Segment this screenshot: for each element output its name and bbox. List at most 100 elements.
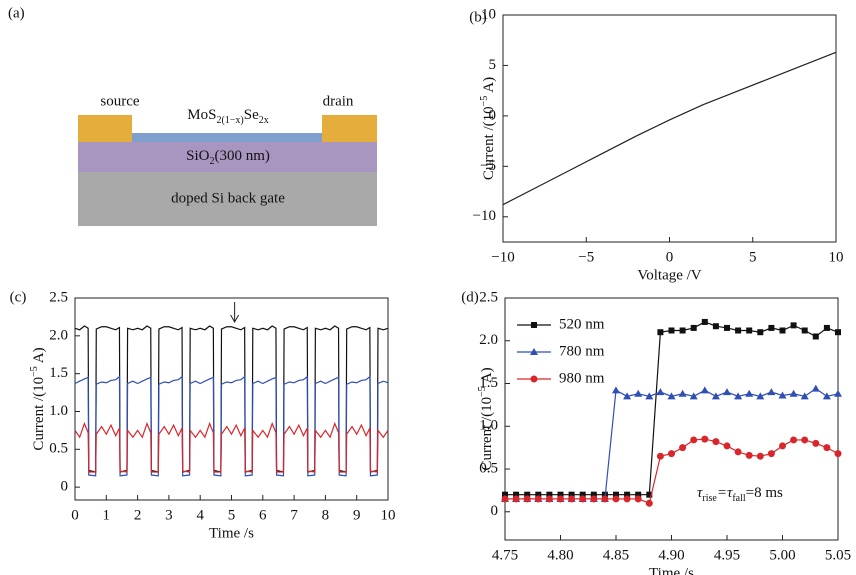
marker — [579, 491, 586, 498]
x-tick-label: 4.80 — [547, 547, 573, 563]
series-line — [505, 321, 839, 496]
gate-label: doped Si back gate — [171, 190, 285, 206]
marker — [530, 348, 538, 355]
marker — [701, 435, 709, 443]
marker — [530, 375, 538, 383]
x-tick-label: 0 — [71, 507, 79, 523]
marker — [668, 327, 675, 334]
x-tick-label: −5 — [578, 249, 594, 265]
script-text: fall — [732, 493, 746, 504]
y-tick-label: 0.5 — [479, 460, 498, 476]
marker — [513, 491, 520, 498]
x-tick-label: 5 — [749, 249, 757, 265]
script-text: −5 — [479, 96, 490, 107]
channel-layer — [132, 133, 322, 142]
marker — [700, 386, 709, 394]
x-tick-label: 10 — [829, 249, 844, 265]
y-tick-label: 1.5 — [49, 365, 68, 381]
y-tick-label: 0 — [489, 107, 497, 123]
dielectric-label: SiO2(300 nm) — [186, 148, 270, 167]
marker — [534, 495, 542, 503]
marker — [779, 327, 786, 334]
marker — [723, 388, 731, 396]
script-text: 2(1−x) — [216, 115, 243, 126]
text-part: A) — [479, 367, 495, 386]
marker — [612, 495, 620, 503]
marker — [635, 491, 642, 498]
marker — [690, 436, 698, 444]
marker — [546, 491, 553, 498]
x-tick-label: 7 — [290, 507, 298, 523]
marker — [645, 392, 654, 400]
script-text: −5 — [477, 386, 488, 397]
marker — [823, 324, 830, 331]
series-line — [505, 387, 839, 500]
marker — [678, 389, 687, 397]
marker — [634, 495, 642, 503]
plot-frame — [504, 297, 839, 541]
marker — [531, 322, 537, 328]
x-tick-label: 0 — [666, 249, 674, 265]
panel-label: (c) — [10, 289, 27, 305]
marker — [623, 495, 631, 503]
marker — [745, 451, 753, 459]
script-text: rise — [702, 493, 717, 504]
marker — [557, 495, 564, 503]
marker — [512, 495, 520, 503]
marker — [568, 495, 576, 503]
marker — [545, 495, 553, 503]
x-tick-label: 4.75 — [492, 547, 518, 563]
legend-label: 980 nm — [559, 370, 605, 386]
marker — [746, 327, 753, 334]
text-part: τ — [697, 485, 703, 501]
y-tick-label: −5 — [480, 158, 496, 174]
marker — [557, 491, 564, 498]
script-text: 2 — [209, 156, 214, 167]
annotation: τrise=τfall=8 ms — [697, 485, 783, 504]
x-tick-label: 2 — [134, 507, 142, 523]
legend-label: 780 nm — [559, 343, 605, 359]
series-line — [74, 375, 389, 477]
marker — [790, 322, 797, 329]
marker — [535, 491, 542, 498]
marker — [657, 329, 664, 336]
y-axis-label: Current /(10−5 A) — [29, 347, 47, 450]
marker — [711, 392, 720, 400]
y-tick-label: 2.0 — [49, 327, 68, 343]
marker — [502, 491, 508, 498]
marker — [645, 499, 653, 507]
marker — [757, 329, 764, 336]
source-contact — [78, 115, 132, 142]
plot-frame — [502, 14, 837, 243]
marker — [800, 392, 809, 400]
text-part: =τ — [717, 485, 733, 501]
marker — [811, 384, 820, 392]
script-text: 2x — [259, 115, 269, 126]
marker — [835, 329, 841, 336]
source-label: source — [100, 93, 139, 109]
marker — [689, 392, 698, 400]
marker — [790, 436, 798, 444]
x-tick-label: 5.00 — [769, 547, 795, 563]
x-tick-label: 4.90 — [658, 547, 684, 563]
text-part: MoS — [187, 107, 216, 123]
marker — [623, 392, 632, 400]
marker — [812, 333, 819, 340]
y-tick-label: 1.5 — [479, 375, 498, 391]
marker — [779, 442, 786, 450]
marker — [590, 491, 597, 498]
marker — [823, 444, 831, 452]
text-part: Current /(10 — [481, 106, 497, 180]
marker — [723, 442, 731, 450]
marker — [812, 439, 820, 447]
y-tick-label: 1.0 — [479, 418, 498, 434]
x-tick-label: 4 — [196, 507, 204, 523]
panel-label: (a) — [8, 5, 25, 21]
x-tick-label: 5 — [228, 507, 236, 523]
text-part: Current /(10 — [31, 377, 47, 451]
marker — [624, 491, 631, 498]
marker — [734, 392, 743, 400]
marker — [712, 438, 720, 446]
